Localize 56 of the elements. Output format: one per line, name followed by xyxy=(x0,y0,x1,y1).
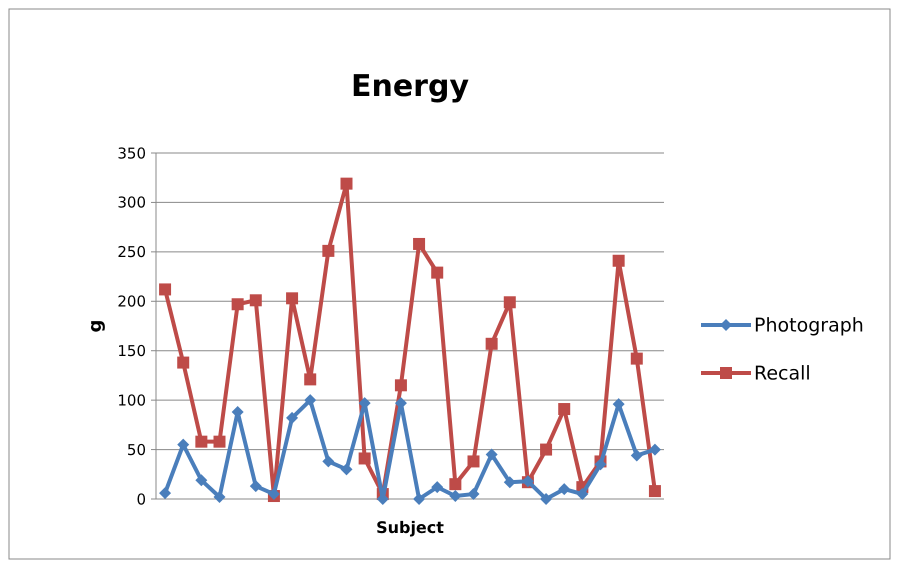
x-axis-title: Subject xyxy=(376,518,444,537)
point xyxy=(195,474,208,486)
point xyxy=(612,254,625,267)
y-tick-label: 250 xyxy=(117,243,146,262)
point xyxy=(358,452,371,464)
point xyxy=(322,455,334,468)
point xyxy=(340,178,352,190)
point xyxy=(431,481,444,494)
point xyxy=(576,488,588,500)
point xyxy=(177,438,190,451)
point xyxy=(468,488,480,500)
point xyxy=(177,356,190,369)
point xyxy=(413,238,426,250)
point xyxy=(540,444,552,456)
point xyxy=(304,373,316,386)
point xyxy=(322,244,334,257)
point xyxy=(195,436,208,448)
point xyxy=(648,485,661,498)
point xyxy=(286,292,298,304)
point xyxy=(286,412,298,424)
y-tick-label: 300 xyxy=(117,194,146,212)
point xyxy=(214,436,226,448)
point xyxy=(232,298,244,310)
chart-title: Energy xyxy=(350,69,470,104)
point xyxy=(394,379,407,392)
point xyxy=(486,338,498,350)
legend-label: Recall xyxy=(754,362,811,385)
point xyxy=(413,493,426,505)
point xyxy=(630,450,643,462)
point xyxy=(468,455,480,468)
point xyxy=(540,493,552,505)
point xyxy=(648,444,661,456)
point xyxy=(159,487,172,500)
y-tick-label: 0 xyxy=(136,490,146,508)
y-tick-label: 100 xyxy=(117,391,146,410)
point xyxy=(558,483,570,496)
point xyxy=(304,394,316,406)
point xyxy=(250,294,262,306)
point xyxy=(486,448,498,461)
point xyxy=(449,478,462,490)
point xyxy=(340,463,352,476)
point xyxy=(630,352,643,365)
y-tick-label: 350 xyxy=(117,144,146,162)
legend-label: Photograph xyxy=(754,314,864,337)
point xyxy=(159,283,172,296)
point xyxy=(594,458,606,470)
point xyxy=(431,266,444,279)
point xyxy=(449,490,462,502)
point xyxy=(504,296,516,308)
y-tick-label: 200 xyxy=(117,292,146,311)
point xyxy=(558,403,570,416)
y-tick-label: 50 xyxy=(126,440,146,459)
point xyxy=(250,480,262,492)
y-tick-label: 150 xyxy=(117,342,146,360)
point xyxy=(214,491,226,504)
y-axis-title: g xyxy=(85,320,106,332)
